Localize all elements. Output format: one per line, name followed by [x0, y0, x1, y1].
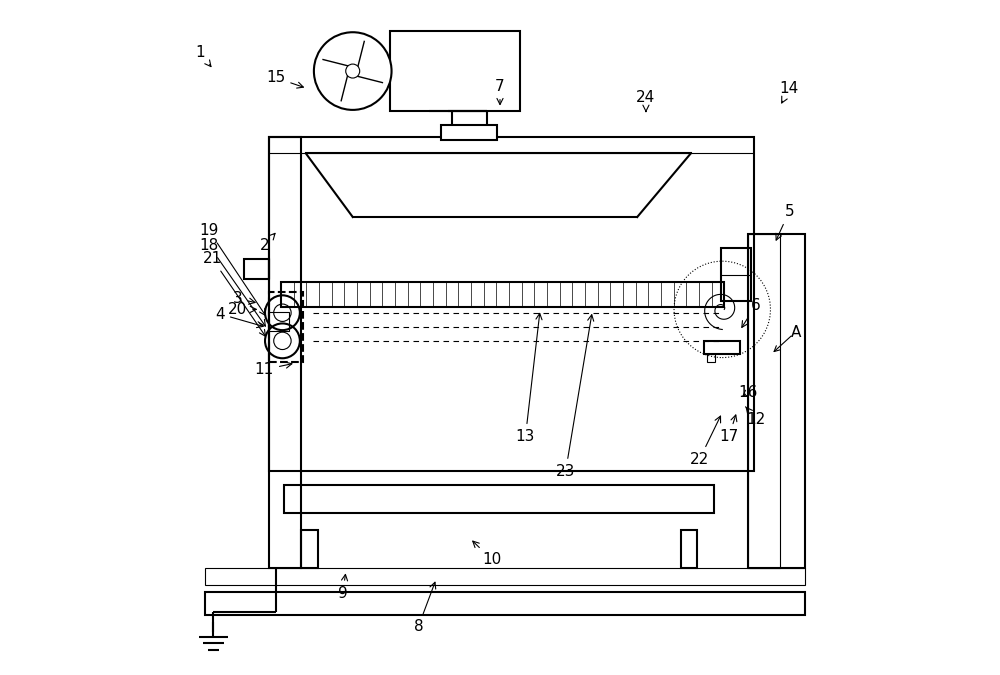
Text: 16: 16: [738, 385, 757, 400]
Text: 9: 9: [338, 574, 348, 601]
Bar: [301, 530, 318, 568]
Text: 21: 21: [203, 251, 265, 336]
Text: 18: 18: [199, 238, 265, 326]
Bar: [707, 354, 715, 362]
Text: 5: 5: [776, 204, 794, 240]
Bar: [205, 592, 805, 616]
Bar: [269, 136, 301, 568]
Text: 4: 4: [215, 306, 263, 327]
Text: 6: 6: [742, 298, 761, 327]
Bar: [390, 31, 520, 111]
Text: 20: 20: [228, 302, 256, 317]
Text: 7: 7: [495, 79, 505, 105]
Text: 10: 10: [473, 541, 502, 567]
Text: 1: 1: [195, 45, 211, 67]
Bar: [441, 126, 497, 140]
Circle shape: [314, 32, 392, 110]
Bar: [269, 292, 303, 362]
Text: 24: 24: [636, 90, 656, 111]
Text: 12: 12: [746, 407, 765, 427]
Text: 11: 11: [255, 362, 292, 377]
Bar: [704, 341, 740, 354]
Text: 13: 13: [516, 313, 542, 444]
Text: 3: 3: [233, 291, 255, 306]
Text: 8: 8: [414, 583, 436, 634]
Text: 14: 14: [780, 81, 799, 103]
Text: 22: 22: [690, 416, 721, 467]
Text: 2: 2: [260, 234, 275, 252]
Circle shape: [346, 64, 360, 78]
Bar: [268, 312, 289, 331]
Bar: [721, 248, 751, 301]
Bar: [269, 136, 754, 471]
Text: A: A: [791, 325, 801, 340]
Bar: [284, 485, 714, 513]
Bar: [681, 530, 697, 568]
Text: 15: 15: [266, 70, 303, 88]
Text: 17: 17: [719, 415, 739, 444]
Bar: [748, 234, 780, 568]
Bar: [748, 234, 805, 568]
Bar: [205, 568, 805, 585]
Bar: [281, 282, 724, 307]
Text: 19: 19: [199, 223, 265, 315]
Text: 23: 23: [556, 315, 594, 479]
Bar: [244, 259, 269, 279]
